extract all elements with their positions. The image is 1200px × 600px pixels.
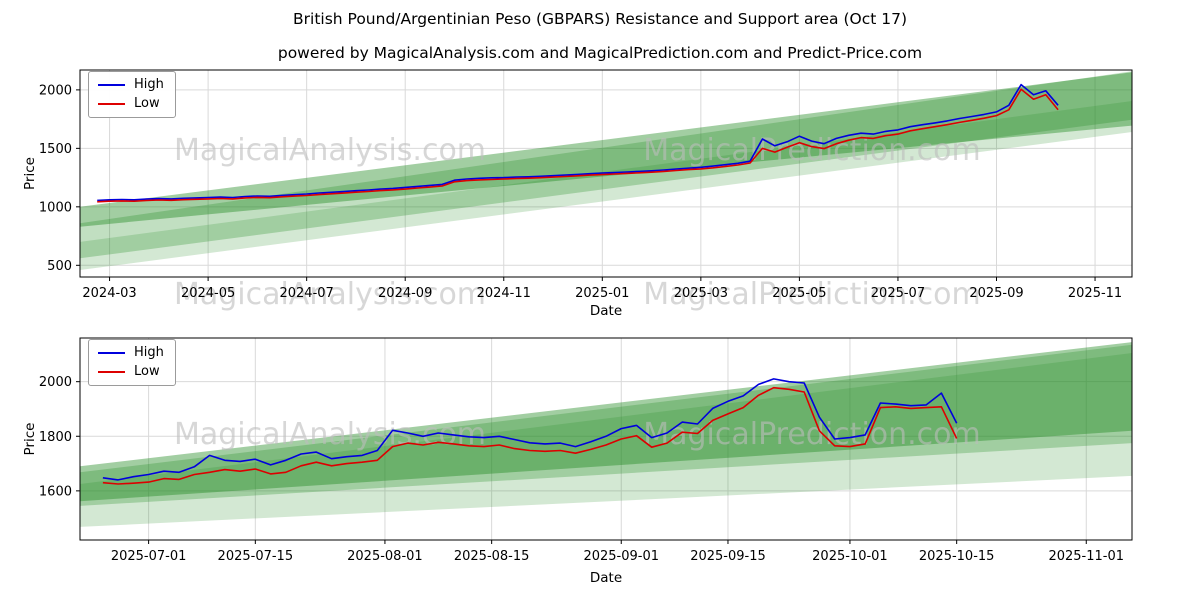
support-resistance-band (80, 101, 1132, 270)
high-line-swatch (98, 83, 125, 86)
x-tick-label: 2024-09 (378, 286, 432, 301)
x-tick-label: 2025-10-01 (812, 549, 888, 564)
x-tick-label: 2025-08-15 (454, 549, 530, 564)
watermark-text: MagicalPrediction.com (643, 133, 981, 168)
support-resistance-band (80, 72, 1132, 227)
x-tick-label: 2025-09-15 (690, 549, 766, 564)
x-tick-label: 2025-07-01 (111, 549, 187, 564)
support-resistance-band (80, 344, 1132, 506)
y-tick-label: 2000 (39, 375, 72, 390)
legend-label-low: Low (134, 364, 160, 379)
x-axis-label: Date (590, 570, 622, 586)
legend-item-high: High (98, 78, 164, 91)
y-tick-label: 2000 (39, 83, 72, 98)
y-axis-label: Price (22, 157, 38, 190)
page-subtitle: powered by MagicalAnalysis.com and Magic… (277, 44, 923, 62)
x-tick-label: 2025-09-01 (583, 549, 659, 564)
legend-label-high: High (134, 345, 164, 360)
x-tick-label: 2025-05 (772, 286, 826, 301)
x-tick-label: 2025-09 (969, 286, 1023, 301)
yearly-price-chart-canvas: MagicalAnalysis.com MagicalPrediction.com… (22, 69, 1133, 319)
y-tick-label: 1800 (39, 430, 72, 445)
x-tick-label: 2025-07-15 (218, 549, 294, 564)
y-tick-label: 1000 (39, 200, 72, 215)
legend-label-high: High (134, 77, 164, 92)
x-tick-label: 2025-03 (674, 286, 728, 301)
watermark-text: MagicalAnalysis.com (174, 133, 486, 168)
x-tick-label: 2025-01 (575, 286, 629, 301)
low-series-line (97, 88, 1059, 203)
x-tick-label: 2025-11 (1068, 286, 1122, 301)
legend-top: High Low (88, 71, 176, 118)
x-tick-label: 2025-08-01 (347, 549, 423, 564)
x-axis-label: Date (590, 303, 622, 319)
x-tick-label: 2024-05 (181, 286, 235, 301)
y-axis-label: Price (22, 423, 38, 456)
watermark-text: MagicalAnalysis.com (174, 277, 486, 312)
y-tick-label: 500 (47, 259, 72, 274)
x-tick-label: 2025-10-15 (919, 549, 995, 564)
x-tick-label: 2025-07 (871, 286, 925, 301)
watermark-text: MagicalPrediction.com (643, 417, 981, 452)
legend-bottom: High Low (88, 339, 176, 386)
high-line-swatch (98, 351, 125, 354)
low-series-line (102, 386, 958, 485)
legend-item-high: High (98, 346, 164, 359)
high-series-line (97, 83, 1059, 202)
legend-item-low: Low (98, 97, 164, 110)
x-tick-label: 2024-11 (477, 286, 531, 301)
legend-label-low: Low (134, 96, 160, 111)
recent-price-chart-canvas: MagicalAnalysis.com MagicalPrediction.com… (22, 337, 1133, 586)
y-tick-label: 1500 (39, 142, 72, 157)
y-tick-label: 1600 (39, 484, 72, 499)
x-tick-label: 2024-03 (82, 286, 136, 301)
low-line-swatch (98, 102, 125, 105)
support-resistance-band (80, 342, 1132, 502)
watermark-text: MagicalPrediction.com (643, 277, 981, 312)
support-resistance-band (80, 353, 1132, 527)
x-tick-label: 2024-07 (279, 286, 333, 301)
support-resistance-band (80, 71, 1132, 259)
x-tick-label: 2025-11-01 (1048, 549, 1124, 564)
watermark-text: MagicalAnalysis.com (174, 417, 486, 452)
page-title: British Pound/Argentinian Peso (GBPARS) … (293, 10, 907, 28)
legend-item-low: Low (98, 365, 164, 378)
low-line-swatch (98, 370, 125, 373)
high-series-line (102, 378, 958, 481)
